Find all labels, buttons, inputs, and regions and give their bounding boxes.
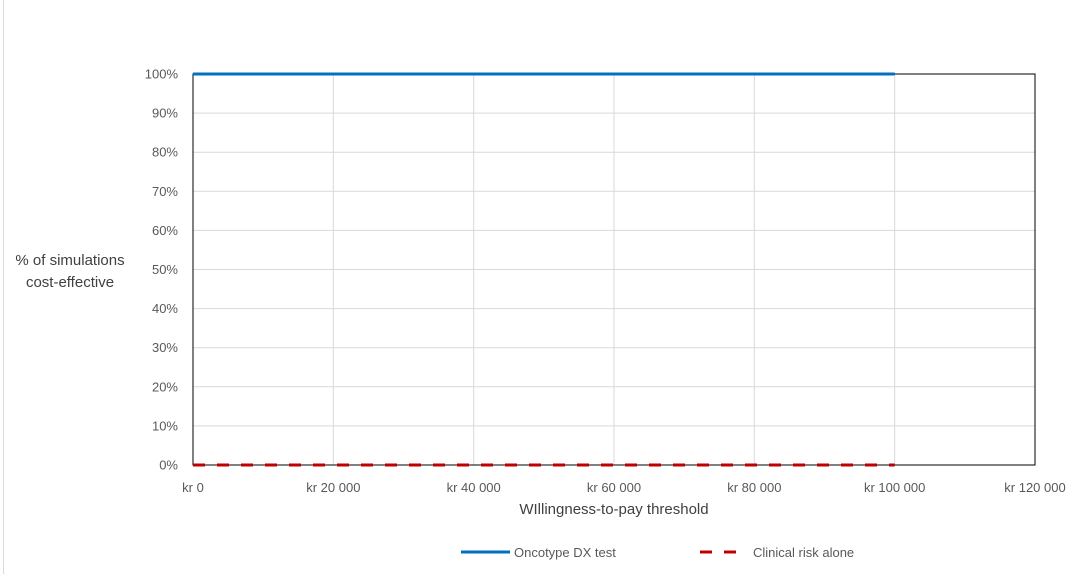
series-layer	[193, 72, 895, 467]
y-tick-label: 10%	[152, 418, 178, 433]
x-tick-label: kr 0	[182, 480, 204, 495]
y-tick-label: 40%	[152, 301, 178, 316]
legend-label-1: Oncotype DX test	[514, 545, 616, 560]
y-tick-label: 60%	[152, 223, 178, 238]
y-tick-label: 90%	[152, 106, 178, 121]
y-tick-label: 50%	[152, 262, 178, 277]
x-tick-label: kr 60 000	[587, 480, 641, 495]
x-axis-title: WIllingness-to-pay threshold	[519, 501, 708, 518]
y-axis-ticks: 0% 10% 20% 30% 40% 50% 60% 70% 80% 90% 100%	[145, 67, 179, 473]
y-tick-label: 70%	[152, 184, 178, 199]
y-tick-label: 80%	[152, 145, 178, 160]
x-tick-label: kr 40 000	[447, 480, 501, 495]
x-tick-label: kr 20 000	[306, 480, 360, 495]
x-axis-ticks: kr 0 kr 20 000 kr 40 000 kr 60 000 kr 80 000…	[182, 480, 1066, 495]
grid-layer	[192, 73, 1036, 466]
legend: Oncotype DX test Clinical risk alone	[461, 545, 854, 560]
y-tick-label: 0%	[159, 458, 178, 473]
y-tick-label: 30%	[152, 340, 178, 355]
chart-frame	[3, 0, 1089, 574]
y-tick-label: 100%	[145, 67, 179, 82]
x-tick-label: kr 100 000	[864, 480, 925, 495]
y-axis-title-line-1: % of simulations	[15, 252, 124, 269]
x-tick-label: kr 80 000	[727, 480, 781, 495]
legend-label-2: Clinical risk alone	[753, 545, 854, 560]
y-tick-label: 20%	[152, 379, 178, 394]
y-axis-title-line-2: cost-effective	[26, 274, 114, 291]
x-tick-label: kr 120 000	[1004, 480, 1065, 495]
